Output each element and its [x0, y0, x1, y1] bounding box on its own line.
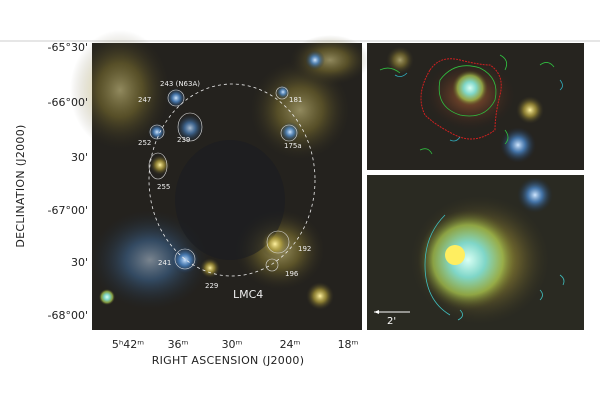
x-axis: 5ʰ42ᵐ 36ᵐ 30ᵐ 24ᵐ 18ᵐ RIGHT ASCENSION (J… — [112, 338, 359, 367]
inset-top — [367, 43, 584, 170]
y-tick-label: 30' — [71, 151, 88, 164]
annotation: 255 — [157, 183, 170, 191]
x-tick-label: 18ᵐ — [338, 338, 359, 351]
y-tick-label: 30' — [71, 256, 88, 269]
annotation: 252 — [138, 139, 151, 147]
y-axis: -65°30' -66°00' 30' -67°00' 30' -68°00' … — [14, 41, 88, 322]
inset-bottom: 2' — [367, 175, 584, 330]
x-axis-label: RIGHT ASCENSION (J2000) — [152, 354, 305, 367]
annotation: 247 — [138, 96, 151, 104]
y-tick-label: -67°00' — [48, 204, 89, 217]
x-tick-label: 36ᵐ — [168, 338, 189, 351]
x-tick-label: 30ᵐ — [222, 338, 243, 351]
y-axis-label: DECLINATION (J2000) — [14, 124, 27, 247]
x-tick-label: 24ᵐ — [280, 338, 301, 351]
annotation: 181 — [289, 96, 302, 104]
annotations: 243 (N63A) 247 181 252 239 175a 255 192 … — [138, 80, 311, 301]
annotation: 243 (N63A) — [160, 80, 200, 88]
x-tick-label: 5ʰ42ᵐ — [112, 338, 144, 351]
annotation: 175a — [284, 142, 302, 150]
annotation: 196 — [285, 270, 299, 278]
annotation: 241 — [158, 259, 171, 267]
scale-bar-label: 2' — [387, 316, 396, 327]
y-tick-label: -66°00' — [48, 96, 89, 109]
region-label: LMC4 — [233, 288, 263, 301]
y-tick-label: -65°30' — [48, 41, 89, 54]
annotation: 229 — [205, 282, 218, 290]
annotation: 239 — [177, 136, 190, 144]
annotation: 192 — [298, 245, 311, 253]
y-tick-label: -68°00' — [48, 309, 89, 322]
main-image — [70, 30, 370, 330]
